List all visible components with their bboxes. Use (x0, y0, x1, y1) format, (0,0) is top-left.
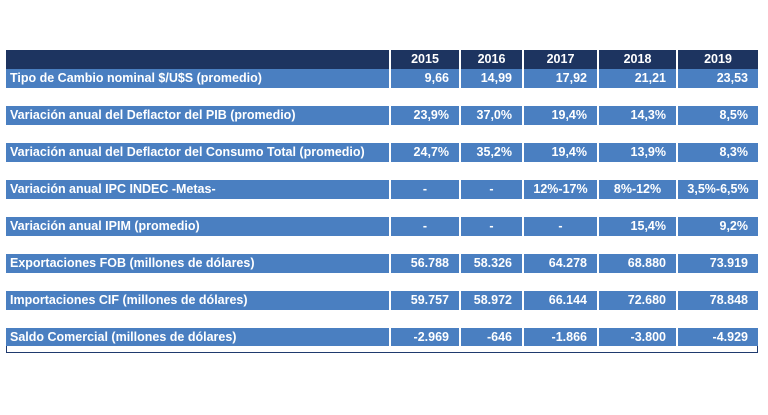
header-year-2015: 2015 (389, 50, 459, 69)
row-spacer (6, 162, 758, 180)
table-cell: 9,66 (389, 69, 459, 88)
table-cell: 66.144 (522, 291, 597, 310)
row-label: Variación anual del Deflactor del Consum… (6, 143, 389, 162)
table-cell: 35,2% (459, 143, 522, 162)
table-cell: - (389, 217, 459, 236)
table-cell: -3.800 (597, 328, 676, 346)
table-cell: 58.972 (459, 291, 522, 310)
row-spacer (6, 236, 758, 254)
row-spacer (6, 125, 758, 143)
table-cell: -646 (459, 328, 522, 346)
row-spacer (6, 273, 758, 291)
header-year-2018: 2018 (597, 50, 676, 69)
row-label: Tipo de Cambio nominal $/U$S (promedio) (6, 69, 389, 88)
header-year-2017: 2017 (522, 50, 597, 69)
row-label: Variación anual IPIM (promedio) (6, 217, 389, 236)
table-cell: 8,5% (676, 106, 758, 125)
table-cell: 23,53 (676, 69, 758, 88)
row-label: Exportaciones FOB (millones de dólares) (6, 254, 389, 273)
table-cell: 37,0% (459, 106, 522, 125)
table-cell: 59.757 (389, 291, 459, 310)
table-cell: 21,21 (597, 69, 676, 88)
table-cell: 9,2% (676, 217, 758, 236)
table-cell: 14,99 (459, 69, 522, 88)
table-cell: 72.680 (597, 291, 676, 310)
header-year-2019: 2019 (676, 50, 758, 69)
row-spacer (6, 310, 758, 328)
table-cell: 23,9% (389, 106, 459, 125)
row-label: Variación anual del Deflactor del PIB (p… (6, 106, 389, 125)
table-cell: 8,3% (676, 143, 758, 162)
table-cell: 56.788 (389, 254, 459, 273)
row-label: Saldo Comercial (millones de dólares) (6, 328, 389, 346)
table-cell: 14,3% (597, 106, 676, 125)
row-label: Variación anual IPC INDEC -Metas- (6, 180, 389, 199)
table-cell: 68.880 (597, 254, 676, 273)
table-cell: - (459, 217, 522, 236)
table-cell: 3,5%-6,5% (676, 180, 758, 199)
row-spacer (6, 199, 758, 217)
table-cell: 73.919 (676, 254, 758, 273)
table-cell: -1.866 (522, 328, 597, 346)
table-cell: 19,4% (522, 143, 597, 162)
table-cell: 58.326 (459, 254, 522, 273)
table-cell: 78.848 (676, 291, 758, 310)
table-cell: 15,4% (597, 217, 676, 236)
table-cell: 24,7% (389, 143, 459, 162)
table-cell: -2.969 (389, 328, 459, 346)
table-cell: - (522, 217, 597, 236)
table-cell: 8%-12% (597, 180, 676, 199)
macro-table: 2015 2016 2017 2018 2019 Tipo de Cambio … (6, 50, 758, 346)
table-cell: - (459, 180, 522, 199)
row-label: Importaciones CIF (millones de dólares) (6, 291, 389, 310)
table-cell: -4.929 (676, 328, 758, 346)
table-cell: 19,4% (522, 106, 597, 125)
table-cell: 64.278 (522, 254, 597, 273)
row-spacer (6, 88, 758, 106)
header-blank-cell (6, 50, 389, 69)
table-cell: 13,9% (597, 143, 676, 162)
table-cell: 12%-17% (522, 180, 597, 199)
table-cell: - (389, 180, 459, 199)
header-year-2016: 2016 (459, 50, 522, 69)
table-cell: 17,92 (522, 69, 597, 88)
